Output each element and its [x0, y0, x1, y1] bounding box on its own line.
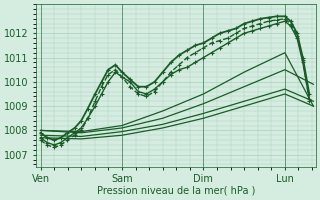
X-axis label: Pression niveau de la mer( hPa ): Pression niveau de la mer( hPa )	[97, 186, 255, 196]
